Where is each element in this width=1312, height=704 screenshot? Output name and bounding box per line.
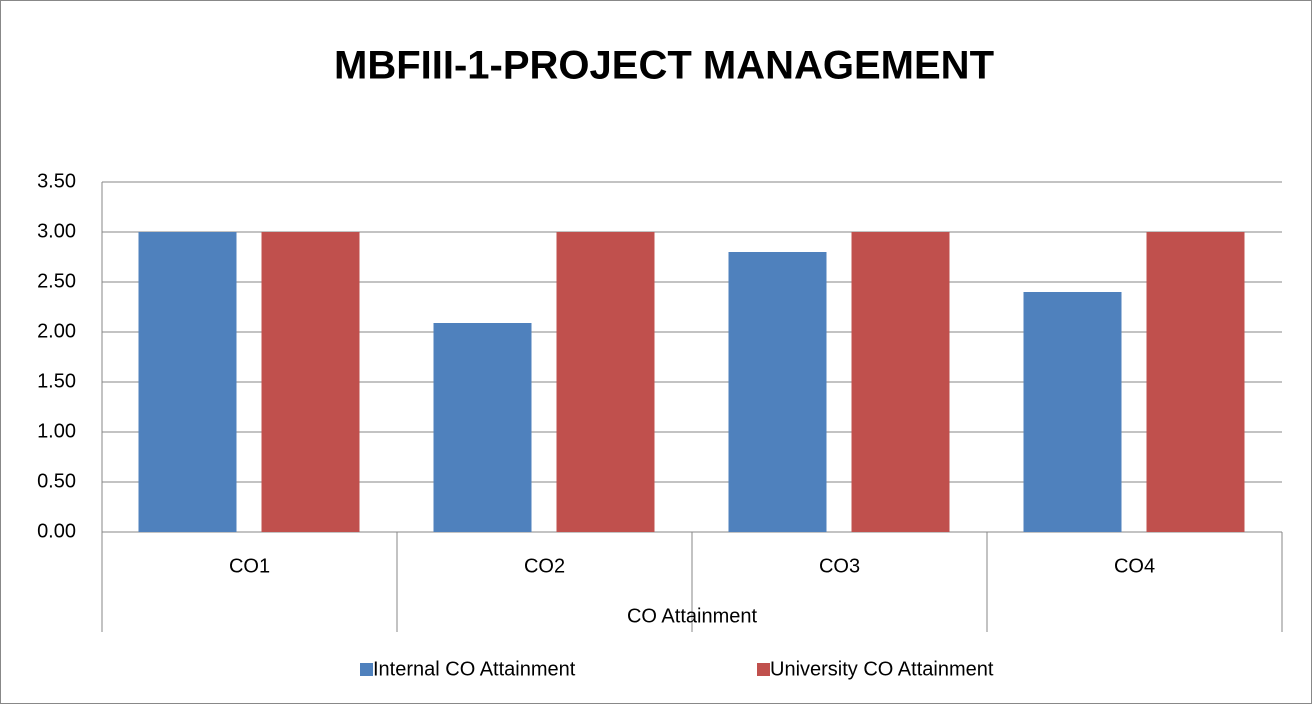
y-tick-label: 1.50 xyxy=(37,370,76,392)
bar xyxy=(556,232,655,532)
bar xyxy=(1023,292,1122,532)
bar xyxy=(261,232,360,532)
y-tick-label: 1.00 xyxy=(37,420,76,442)
y-tick-label: 3.50 xyxy=(37,170,76,192)
y-tick-label: 2.00 xyxy=(37,320,76,342)
bar xyxy=(728,252,827,532)
y-tick-label: 2.50 xyxy=(37,270,76,292)
y-tick-label: 0.50 xyxy=(37,470,76,492)
bar xyxy=(433,323,532,532)
x-tick-label: CO1 xyxy=(229,555,270,577)
bar xyxy=(851,232,950,532)
legend-swatch xyxy=(360,663,373,676)
legend-label: University CO Attainment xyxy=(770,658,994,680)
x-tick-label: CO3 xyxy=(819,555,860,577)
bar xyxy=(138,232,237,532)
legend-label: Internal CO Attainment xyxy=(373,658,576,680)
x-tick-label: CO4 xyxy=(1114,555,1155,577)
x-group-label: CO Attainment xyxy=(627,605,758,627)
x-tick-label: CO2 xyxy=(524,555,565,577)
legend-swatch xyxy=(757,663,770,676)
y-tick-label: 3.00 xyxy=(37,220,76,242)
chart-title: MBFIII-1-PROJECT MANAGEMENT xyxy=(334,44,994,88)
bar xyxy=(1146,232,1245,532)
y-tick-label: 0.00 xyxy=(37,520,76,542)
